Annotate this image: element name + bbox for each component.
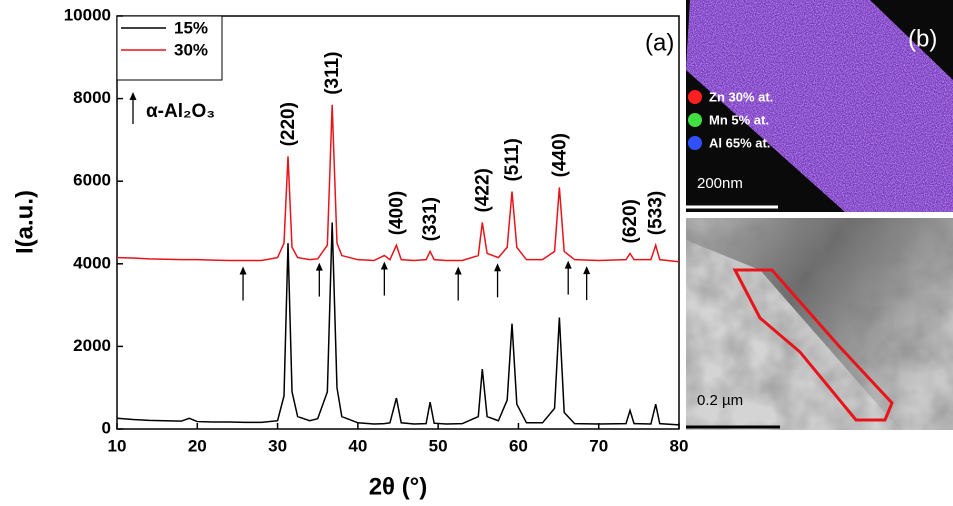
scale-label: 200nm	[697, 175, 743, 192]
phase-arrow	[564, 260, 572, 295]
peak-label: (533)	[646, 191, 667, 235]
y-tick-label: 2000	[73, 336, 111, 355]
phase-arrow	[380, 261, 388, 296]
y-tick-label: 8000	[73, 88, 111, 107]
arrow-head	[494, 263, 502, 272]
phase-arrow	[454, 266, 462, 301]
plot-frame	[116, 15, 680, 430]
eds-texture	[686, 0, 953, 212]
peak-label: (331)	[420, 197, 441, 241]
peak-label: (440)	[549, 133, 570, 177]
phase-arrow	[583, 266, 591, 301]
x-tick-label: 20	[188, 436, 207, 455]
legend-arrow-head	[129, 92, 137, 100]
arrow-head	[583, 266, 591, 275]
phase-arrow	[494, 263, 502, 298]
y-tick-label: 10000	[64, 5, 111, 24]
legend-label: 15%	[174, 18, 208, 37]
element-label: Al 65% at.	[709, 135, 770, 150]
y-tick-label: 0	[102, 418, 111, 437]
y-tick-label: 6000	[73, 171, 111, 190]
eds-legend: Zn 30% at. Mn 5% at. Al 65% at.	[688, 89, 773, 150]
arrow-head	[454, 266, 462, 275]
data-line	[116, 222, 680, 426]
peak-label: (511)	[502, 138, 523, 181]
element-dot	[688, 113, 702, 127]
legend-label: α-Al₂O₃	[146, 101, 215, 122]
peak-label: (620)	[620, 199, 641, 243]
x-tick-label: 70	[589, 436, 608, 455]
data-line	[116, 104, 680, 263]
x-tick-label: 60	[509, 436, 528, 455]
phase-arrow	[315, 262, 323, 297]
panel-label: (b)	[908, 25, 937, 52]
legend-label: 30%	[174, 40, 208, 59]
arrow-head	[380, 261, 388, 270]
scale-label: 0.2 µm	[697, 392, 743, 409]
region-outline	[732, 268, 894, 422]
y-axis-label: I(a.u.)	[11, 190, 38, 254]
peak-label: (422)	[472, 168, 493, 212]
x-tick-label: 40	[348, 436, 367, 455]
y-tick-label: 4000	[73, 253, 111, 272]
x-tick-label: 10	[108, 436, 127, 455]
element-label: Zn 30% at.	[709, 89, 773, 104]
arrow-head	[564, 260, 572, 269]
x-tick-label: 80	[670, 436, 689, 455]
legend	[116, 15, 223, 81]
peak-label: (311)	[322, 51, 343, 94]
x-axis-label: 2θ (°)	[369, 473, 428, 500]
element-dot	[688, 90, 702, 104]
element-dot	[688, 136, 702, 150]
phase-arrow	[239, 266, 247, 301]
x-tick-label: 30	[268, 436, 287, 455]
arrow-head	[315, 262, 323, 271]
peak-label: (220)	[278, 102, 299, 146]
element-label: Mn 5% at.	[709, 112, 769, 127]
x-tick-label: 50	[429, 436, 448, 455]
panel-label: (a)	[645, 29, 674, 56]
peak-label: (400)	[386, 191, 407, 235]
arrow-head	[239, 266, 247, 275]
